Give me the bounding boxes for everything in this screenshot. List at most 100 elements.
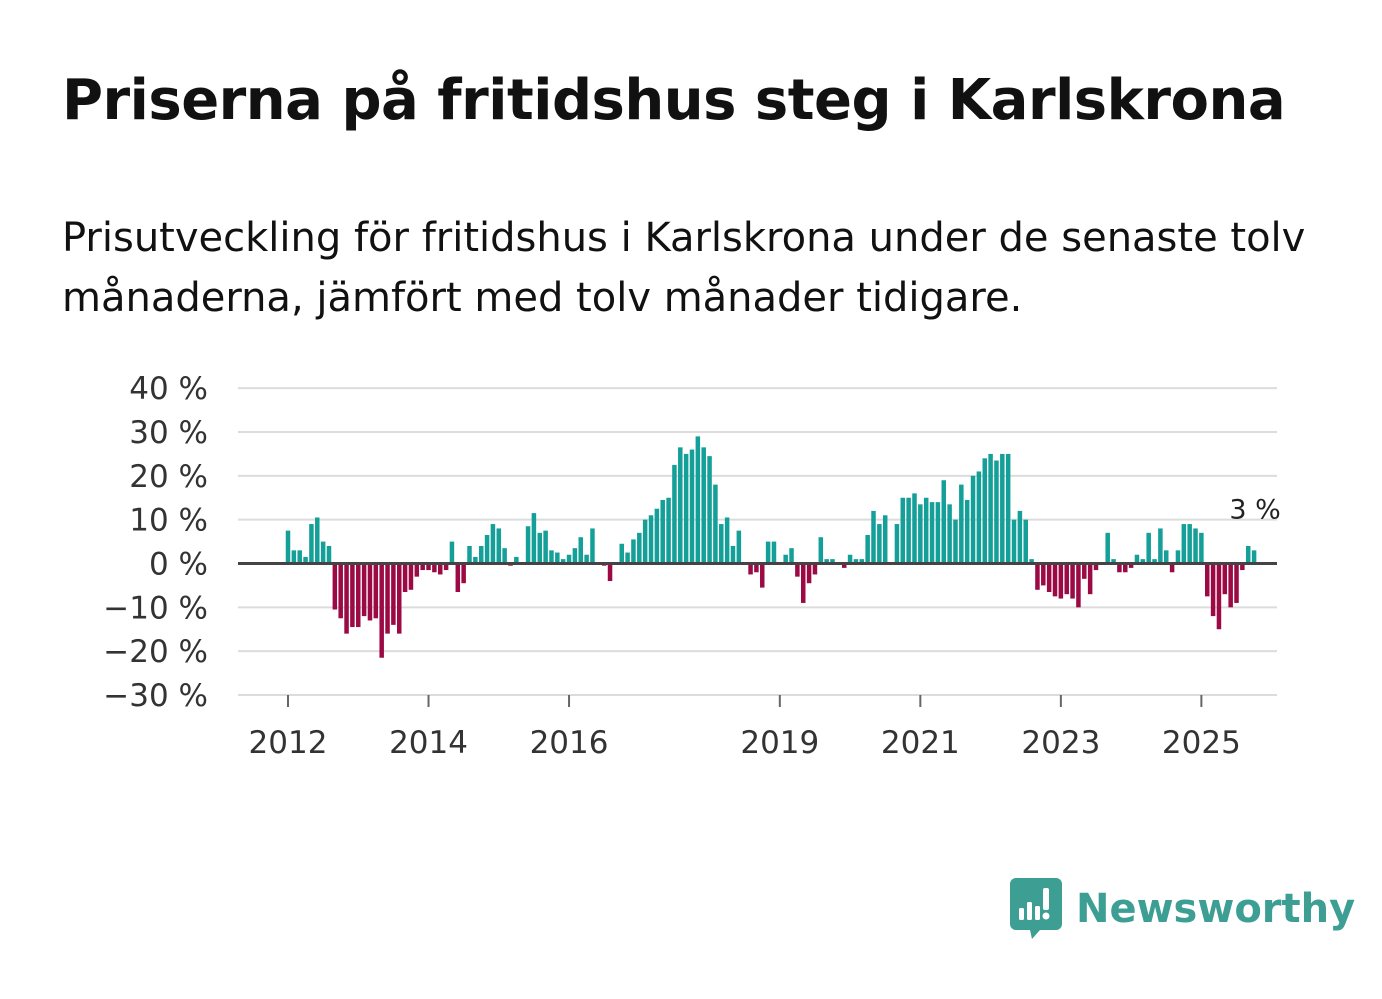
bar	[1146, 532, 1151, 564]
y-tick-label: 30 %	[129, 415, 208, 451]
bar	[707, 456, 712, 564]
bar	[484, 535, 490, 564]
bar	[760, 563, 765, 588]
bar	[871, 510, 876, 564]
bar	[795, 563, 800, 577]
bar	[560, 559, 566, 564]
bar	[1041, 563, 1046, 586]
bar	[701, 447, 706, 564]
bar	[918, 504, 923, 564]
bar	[537, 532, 543, 564]
bar	[1117, 563, 1122, 573]
bar	[1093, 563, 1099, 571]
bar	[555, 552, 560, 564]
bar	[432, 563, 437, 573]
bar	[619, 543, 624, 564]
x-tick-label: 2012	[249, 725, 328, 761]
gridlines	[238, 387, 1277, 696]
bar	[1204, 563, 1210, 597]
bar	[1193, 528, 1198, 564]
bar	[894, 524, 900, 564]
bar	[1128, 563, 1134, 568]
page-title: Priserna på fritidshus steg i Karlskrona	[62, 68, 1286, 133]
bar	[1216, 563, 1222, 630]
bar	[391, 563, 396, 625]
bar	[1076, 563, 1081, 608]
bar	[1245, 545, 1251, 564]
bar	[385, 563, 390, 634]
bars	[285, 436, 1257, 658]
bar	[1005, 453, 1011, 564]
bar	[1134, 554, 1140, 564]
bar	[953, 519, 958, 564]
x-tick-label: 2023	[1021, 725, 1100, 761]
bar	[683, 453, 689, 564]
bar	[1175, 550, 1181, 564]
bar	[994, 460, 999, 564]
bar	[678, 447, 683, 564]
bar	[765, 541, 771, 564]
bar	[525, 526, 531, 564]
bar	[285, 530, 291, 564]
bar	[1029, 559, 1034, 564]
x-tick-label: 2016	[530, 725, 609, 761]
bar	[531, 513, 537, 564]
y-axis-ticks: 40 % 30 % 20 % 10 % 0 % −10 % −20 % −30 %	[103, 371, 208, 714]
bar	[771, 541, 777, 564]
bar	[800, 563, 806, 603]
bar	[1111, 559, 1116, 564]
bar	[730, 545, 736, 564]
bar	[654, 508, 660, 564]
bar	[1240, 563, 1245, 571]
bar	[543, 530, 548, 564]
bar	[572, 548, 578, 564]
bar	[408, 563, 414, 590]
bar	[1140, 559, 1146, 564]
bar	[1187, 524, 1192, 564]
bar	[1164, 550, 1169, 564]
bar	[877, 524, 882, 564]
bar	[1123, 563, 1128, 573]
bar	[818, 537, 824, 564]
bar	[806, 563, 812, 584]
bar	[847, 554, 853, 564]
bar	[631, 539, 636, 564]
bar	[566, 554, 572, 564]
bar	[350, 563, 355, 628]
bar	[637, 532, 642, 564]
bar	[941, 480, 947, 564]
bar	[402, 563, 408, 592]
bar	[1234, 563, 1239, 603]
bar	[1222, 563, 1228, 595]
brand-logo: Newsworthy	[1010, 878, 1355, 940]
bar	[379, 563, 384, 658]
bar	[964, 499, 970, 564]
bar	[689, 449, 695, 564]
bar	[959, 484, 964, 564]
bar	[297, 550, 302, 564]
y-tick-label: 40 %	[129, 371, 208, 407]
bar	[315, 517, 320, 564]
bar	[859, 559, 865, 564]
x-tick-label: 2025	[1162, 725, 1241, 761]
bar	[882, 515, 888, 564]
bar	[1011, 519, 1017, 564]
bar	[1052, 563, 1058, 597]
bar	[1181, 524, 1187, 564]
bar	[1087, 563, 1093, 595]
bar	[1064, 563, 1069, 595]
y-tick-label: 10 %	[129, 503, 208, 539]
bar	[1082, 563, 1087, 579]
bar	[830, 559, 835, 564]
bar	[789, 548, 794, 564]
bar	[1228, 563, 1233, 608]
bar	[426, 563, 431, 571]
bar	[356, 563, 361, 628]
bar	[373, 563, 379, 619]
bar	[1169, 563, 1175, 573]
bar	[841, 563, 847, 568]
y-tick-label: −30 %	[103, 678, 208, 714]
x-tick-label: 2019	[740, 725, 819, 761]
bar	[502, 548, 507, 564]
bar	[970, 475, 976, 564]
